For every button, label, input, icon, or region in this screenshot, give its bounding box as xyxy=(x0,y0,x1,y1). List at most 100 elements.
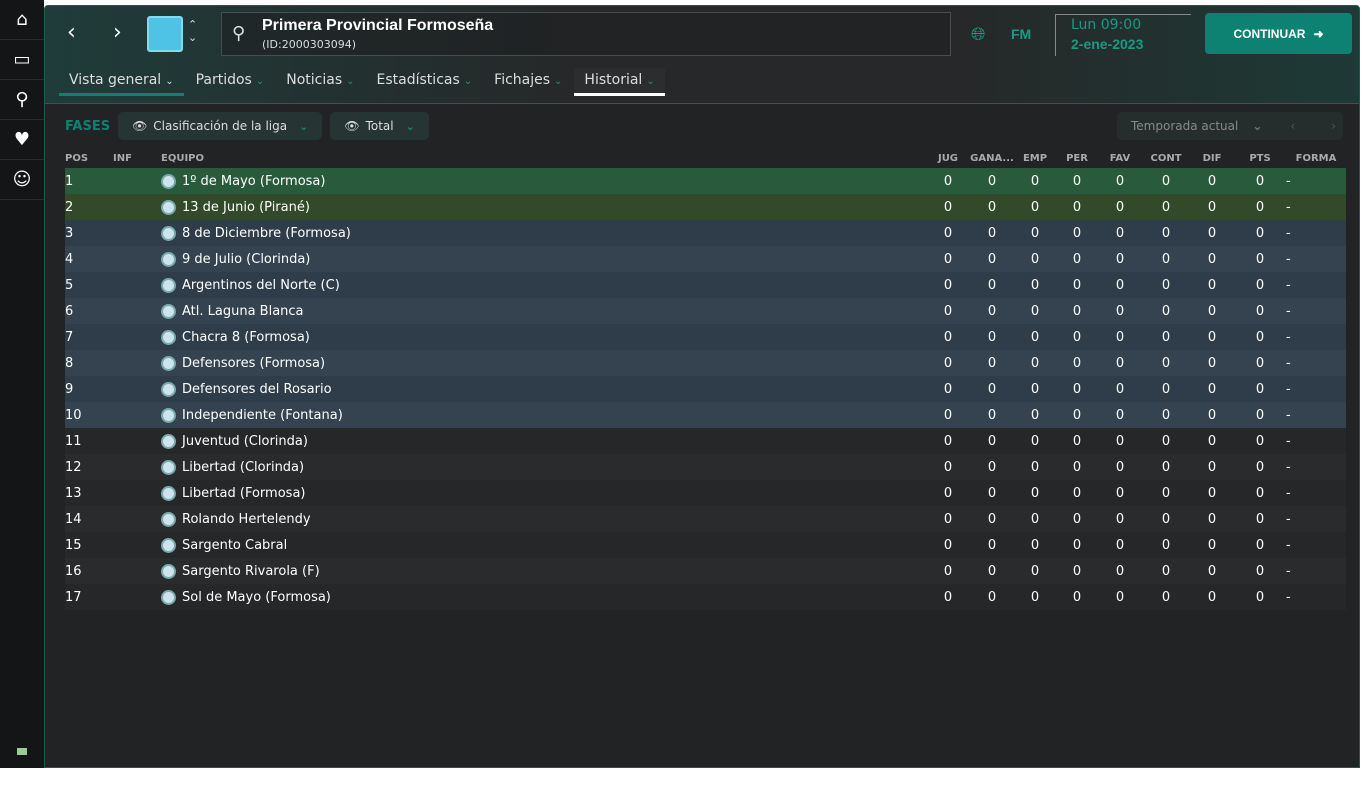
continue-button[interactable]: CONTINUAR ➜ xyxy=(1205,13,1352,54)
team-crest-icon xyxy=(161,355,176,371)
table-row[interactable]: 9 Defensores del Rosario 0 0 0 0 0 0 0 0- xyxy=(65,376,1346,402)
e-cell: 0 xyxy=(1014,350,1056,376)
pts-cell: 0 xyxy=(1234,220,1286,246)
forma-cell: - xyxy=(1286,584,1346,610)
tab-estadisticas[interactable]: Estadísticas ⌄ xyxy=(367,68,483,96)
team-name-link[interactable]: 9 de Julio (Clorinda) xyxy=(182,251,311,267)
cont-cell: 0 xyxy=(1142,506,1190,532)
fm-logo[interactable]: FM xyxy=(1011,26,1032,42)
chevron-down-icon: ⌄ xyxy=(646,76,655,87)
scope-dropdown[interactable]: 👁︎ Total ⌄ xyxy=(330,112,429,140)
table-row[interactable]: 15 Sargento Cabral 0 0 0 0 0 0 0 0- xyxy=(65,532,1346,558)
table-row[interactable]: 2 13 de Junio (Pirané) 0 0 0 0 0 0 0 0- xyxy=(65,194,1346,220)
scout-icon[interactable]: ♥ xyxy=(0,120,44,160)
back-button[interactable]: ‹ xyxy=(67,20,76,45)
team-name-link[interactable]: Juventud (Clorinda) xyxy=(182,433,308,449)
pos-cell: 14 xyxy=(65,506,113,532)
season-dropdown[interactable]: Temporada actual ⌄ ‹ › xyxy=(1117,112,1343,140)
team-cell: Rolando Hertelendy xyxy=(161,506,926,532)
team-name-link[interactable]: Argentinos del Norte (C) xyxy=(182,277,340,293)
jug-cell: 0 xyxy=(926,402,970,428)
team-cell: Defensores del Rosario xyxy=(161,376,926,402)
table-row[interactable]: 6 Atl. Laguna Blanca 0 0 0 0 0 0 0 0- xyxy=(65,298,1346,324)
team-name-link[interactable]: Libertad (Formosa) xyxy=(182,485,306,501)
column-header[interactable]: FORMA xyxy=(1295,152,1337,164)
inbox-icon[interactable]: ▭ xyxy=(0,40,44,80)
team-crest-icon xyxy=(161,225,176,241)
staff-icon[interactable]: ☺ xyxy=(0,160,44,200)
jug-cell: 0 xyxy=(926,272,970,298)
jug-cell: 0 xyxy=(926,220,970,246)
column-header[interactable]: FAV xyxy=(1109,152,1131,164)
table-row[interactable]: 16 Sargento Rivarola (F) 0 0 0 0 0 0 0 0- xyxy=(65,558,1346,584)
column-header[interactable]: CONT xyxy=(1150,152,1182,164)
up-down-icon[interactable]: ⌃ ⌄ xyxy=(188,18,198,44)
team-name-link[interactable]: 8 de Diciembre (Formosa) xyxy=(182,225,351,241)
filter-bar: FASES 👁︎ Clasificación de la liga ⌄ 👁︎ Tota… xyxy=(65,112,429,140)
column-header[interactable]: PER xyxy=(1066,152,1088,164)
column-header[interactable]: JUG xyxy=(937,152,959,164)
p-cell: 0 xyxy=(1056,298,1098,324)
team-name-link[interactable]: Sargento Rivarola (F) xyxy=(182,563,320,579)
team-name-link[interactable]: Rolando Hertelendy xyxy=(182,511,311,527)
search-bar[interactable]: ⚲ Primera Provincial Formoseña (ID:20003… xyxy=(221,12,951,56)
column-header[interactable]: EQUIPO xyxy=(161,152,205,164)
tab-fichajes[interactable]: Fichajes ⌄ xyxy=(484,68,572,96)
table-row[interactable]: 5 Argentinos del Norte (C) 0 0 0 0 0 0 0 0- xyxy=(65,272,1346,298)
jug-cell: 0 xyxy=(926,506,970,532)
column-header[interactable]: INF xyxy=(113,152,132,164)
team-name-link[interactable]: Defensores del Rosario xyxy=(182,381,332,397)
team-name-link[interactable]: Independiente (Fontana) xyxy=(182,407,343,423)
pos-cell: 17 xyxy=(65,584,113,610)
tab-partidos[interactable]: Partidos ⌄ xyxy=(186,68,275,96)
table-row[interactable]: 13 Libertad (Formosa) 0 0 0 0 0 0 0 0- xyxy=(65,480,1346,506)
column-header[interactable]: PTS xyxy=(1249,152,1271,164)
pts-cell: 0 xyxy=(1234,454,1286,480)
eye-icon: 👁︎ xyxy=(132,119,148,133)
team-crest-icon xyxy=(161,381,176,397)
forward-button[interactable]: › xyxy=(113,20,122,45)
g-cell: 0 xyxy=(970,168,1014,194)
next-season-button[interactable]: › xyxy=(1331,119,1337,133)
jug-cell: 0 xyxy=(926,324,970,350)
tab-historial[interactable]: Historial ⌄ xyxy=(574,68,665,96)
team-name-link[interactable]: Atl. Laguna Blanca xyxy=(182,303,304,319)
table-row[interactable]: 17 Sol de Mayo (Formosa) 0 0 0 0 0 0 0 0- xyxy=(65,584,1346,610)
e-cell: 0 xyxy=(1014,376,1056,402)
team-cell: Sol de Mayo (Formosa) xyxy=(161,584,926,610)
table-row[interactable]: 7 Chacra 8 (Formosa) 0 0 0 0 0 0 0 0- xyxy=(65,324,1346,350)
table-row[interactable]: 14 Rolando Hertelendy 0 0 0 0 0 0 0 0- xyxy=(65,506,1346,532)
home-icon[interactable]: ⌂ xyxy=(0,0,44,40)
team-crest-icon xyxy=(161,563,176,579)
table-row[interactable]: 12 Libertad (Clorinda) 0 0 0 0 0 0 0 0- xyxy=(65,454,1346,480)
team-crest-icon xyxy=(161,277,176,293)
team-name-link[interactable]: Chacra 8 (Formosa) xyxy=(182,329,310,345)
tab-bar: Vista general ⌄ Partidos ⌄ Noticias ⌄ Estad… xyxy=(59,68,667,96)
column-header[interactable]: GANA... xyxy=(970,152,1014,164)
table-row[interactable]: 8 Defensores (Formosa) 0 0 0 0 0 0 0 0- xyxy=(65,350,1346,376)
table-row[interactable]: 1 1º de Mayo (Formosa) 0 0 0 0 0 0 0 0- xyxy=(65,168,1346,194)
team-name-link[interactable]: Sargento Cabral xyxy=(182,537,288,553)
team-name-link[interactable]: 1º de Mayo (Formosa) xyxy=(182,173,326,189)
p-cell: 0 xyxy=(1056,532,1098,558)
table-row[interactable]: 10 Independiente (Fontana) 0 0 0 0 0 0 0 0- xyxy=(65,402,1346,428)
column-header[interactable]: DIF xyxy=(1202,152,1222,164)
prev-season-button[interactable]: ‹ xyxy=(1290,119,1296,133)
competition-logo[interactable] xyxy=(147,16,183,52)
team-name-link[interactable]: Defensores (Formosa) xyxy=(182,355,326,371)
table-row[interactable]: 11 Juventud (Clorinda) 0 0 0 0 0 0 0 0- xyxy=(65,428,1346,454)
view-dropdown[interactable]: 👁︎ Clasificación de la liga ⌄ xyxy=(118,112,323,140)
column-header[interactable]: EMP xyxy=(1022,152,1048,164)
tab-noticias[interactable]: Noticias ⌄ xyxy=(276,68,364,96)
column-header[interactable]: POS xyxy=(65,152,89,164)
tab-vista-general[interactable]: Vista general ⌄ xyxy=(59,68,184,96)
team-name-link[interactable]: Libertad (Clorinda) xyxy=(182,459,305,475)
team-name-link[interactable]: 13 de Junio (Pirané) xyxy=(182,199,310,215)
team-name-link[interactable]: Sol de Mayo (Formosa) xyxy=(182,589,331,605)
status-icon xyxy=(17,748,27,755)
fav-cell: 0 xyxy=(1098,584,1142,610)
search-icon[interactable]: ⚲ xyxy=(0,80,44,120)
globe-icon[interactable]: 🌐︎ xyxy=(971,24,986,45)
